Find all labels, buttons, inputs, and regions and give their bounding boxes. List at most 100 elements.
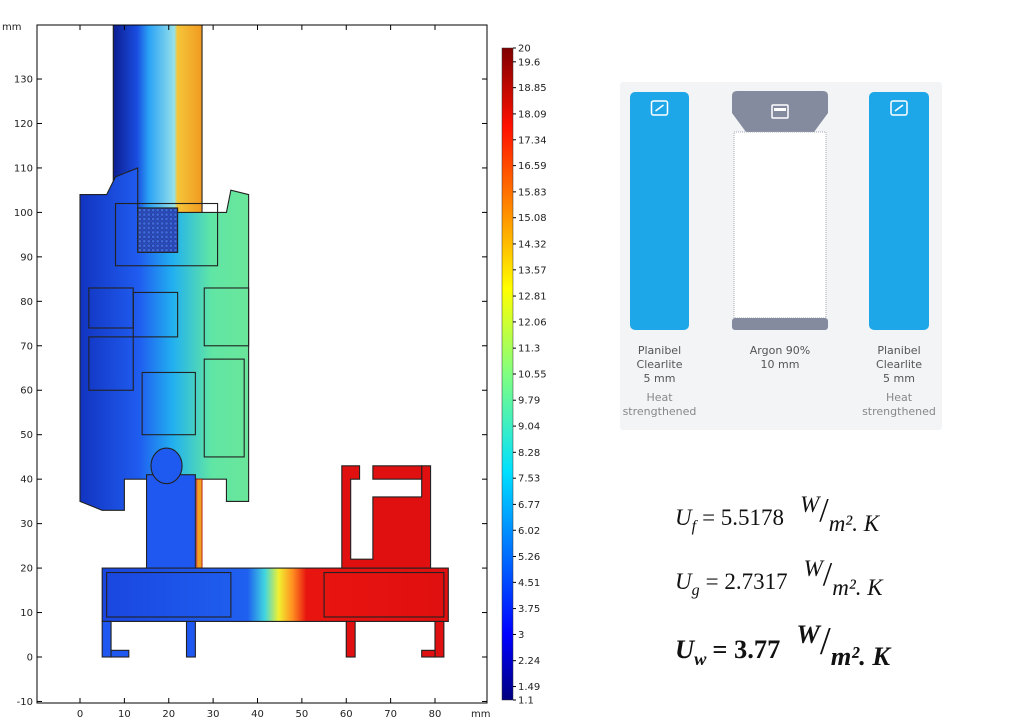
unit-numerator: W xyxy=(796,619,822,649)
colorbar-label: 18.85 xyxy=(518,83,547,94)
pane-thickness: 5 mm xyxy=(883,372,915,385)
gas-cavity-body xyxy=(733,131,827,319)
y-tick-label: 90 xyxy=(20,252,33,263)
colorbar-label: 6.77 xyxy=(518,500,540,511)
colorbar-label: 10.55 xyxy=(518,370,547,381)
y-tick-label: 70 xyxy=(20,341,33,352)
colorbar-label: 1.1 xyxy=(518,696,534,707)
y-tick-label: 30 xyxy=(20,519,33,530)
symbol: U xyxy=(675,505,693,530)
colorbar-label: 20 xyxy=(518,44,531,55)
unit-numerator: W xyxy=(804,556,825,581)
subscript: f xyxy=(692,518,699,535)
colorbar-label: 16.59 xyxy=(518,161,547,172)
pane-thickness: 10 mm xyxy=(761,358,800,371)
gas-cavity-base xyxy=(732,318,828,330)
colorbar xyxy=(501,47,514,701)
colorbar-label: 8.28 xyxy=(518,448,540,459)
colorbar-label: 3 xyxy=(518,630,524,641)
plot-frame xyxy=(36,24,488,704)
value: = 2.7317 xyxy=(706,569,788,594)
pane-treatment: strengthened xyxy=(862,405,936,418)
colorbar-label: 9.04 xyxy=(518,422,540,433)
x-tick-label: 30 xyxy=(207,709,220,720)
x-unit: mm xyxy=(471,709,490,720)
x-tick-label: 40 xyxy=(251,709,264,720)
y-tick-label: 120 xyxy=(14,119,33,130)
y-tick-label: 10 xyxy=(20,608,33,619)
unit-separator: / xyxy=(819,492,829,529)
y-tick-label: 50 xyxy=(20,430,33,441)
equation: Uf = 5.5178 W/m². K xyxy=(675,492,881,536)
colorbar-label: 5.26 xyxy=(518,552,540,563)
colorbar-label: 2.24 xyxy=(518,656,540,667)
equation: Ug = 2.7317 W/m². K xyxy=(675,556,884,600)
pane-name: Clearlite xyxy=(637,358,683,371)
value: = 3.77 xyxy=(712,634,780,664)
y-unit: mm xyxy=(2,22,21,33)
gas-cavity xyxy=(732,91,828,132)
colorbar-label: 14.32 xyxy=(518,239,547,250)
colorbar-label: 1.49 xyxy=(518,682,540,693)
y-tick-label: 80 xyxy=(20,297,33,308)
y-tick-label: 0 xyxy=(27,653,33,664)
y-tick-label: 100 xyxy=(14,208,33,219)
glass-pane xyxy=(869,92,929,330)
y-tick-label: 20 xyxy=(20,564,33,575)
colorbar-label: 15.08 xyxy=(518,213,547,224)
x-tick-label: 50 xyxy=(296,709,309,720)
colorbar-label: 12.81 xyxy=(518,292,547,303)
pane-thickness: 5 mm xyxy=(644,372,676,385)
unit-numerator: W xyxy=(800,492,821,517)
symbol: U xyxy=(675,569,693,594)
colorbar-label: 15.83 xyxy=(518,187,547,198)
pane-treatment: Heat xyxy=(646,391,673,404)
pane-icon-line xyxy=(894,104,904,112)
equation: Uw = 3.77 W/m². K xyxy=(675,619,892,671)
pane-name: Argon 90% xyxy=(750,344,810,357)
colorbar-label: 11.3 xyxy=(518,344,540,355)
pane-icon xyxy=(890,100,908,116)
pane-name: Clearlite xyxy=(876,358,922,371)
colorbar-label: 4.51 xyxy=(518,578,540,589)
colorbar-label: 19.6 xyxy=(518,57,540,68)
x-tick-label: 20 xyxy=(162,709,175,720)
y-tick-label: 60 xyxy=(20,386,33,397)
unit-denominator: m². K xyxy=(832,575,884,600)
value: = 5.5178 xyxy=(702,505,784,530)
y-tick-label: -10 xyxy=(17,697,33,708)
x-tick-label: 0 xyxy=(77,709,83,720)
colorbar-label: 6.02 xyxy=(518,526,540,537)
unit-separator: / xyxy=(820,619,831,662)
pane-icon xyxy=(650,100,669,116)
pane-name: Planibel xyxy=(638,344,681,357)
y-tick-label: 40 xyxy=(20,475,33,486)
x-tick-label: 10 xyxy=(118,709,131,720)
unit-denominator: m². K xyxy=(831,641,893,671)
pane-icon-line xyxy=(655,104,664,112)
y-tick-label: 110 xyxy=(14,163,33,174)
colorbar-label: 12.06 xyxy=(518,317,547,328)
unit-denominator: m². K xyxy=(829,511,881,536)
x-tick-label: 70 xyxy=(384,709,397,720)
glass-pane xyxy=(630,92,689,330)
pane-treatment: Heat xyxy=(886,391,913,404)
subscript: w xyxy=(694,649,707,669)
pane-icon-bar xyxy=(774,108,786,111)
colorbar-label: 13.57 xyxy=(518,265,547,276)
heatmap xyxy=(79,25,449,658)
x-tick-label: 80 xyxy=(429,709,442,720)
symbol: U xyxy=(675,634,696,664)
pane-treatment: strengthened xyxy=(623,405,697,418)
y-tick-label: 130 xyxy=(14,75,33,86)
colorbar-label: 3.75 xyxy=(518,604,540,615)
subscript: g xyxy=(692,582,700,599)
colorbar-label: 7.53 xyxy=(518,474,540,485)
pane-icon xyxy=(771,104,789,119)
unit-separator: / xyxy=(823,556,833,593)
pane-name: Planibel xyxy=(877,344,920,357)
colorbar-label: 18.09 xyxy=(518,109,547,120)
colorbar-label: 17.34 xyxy=(518,135,547,146)
